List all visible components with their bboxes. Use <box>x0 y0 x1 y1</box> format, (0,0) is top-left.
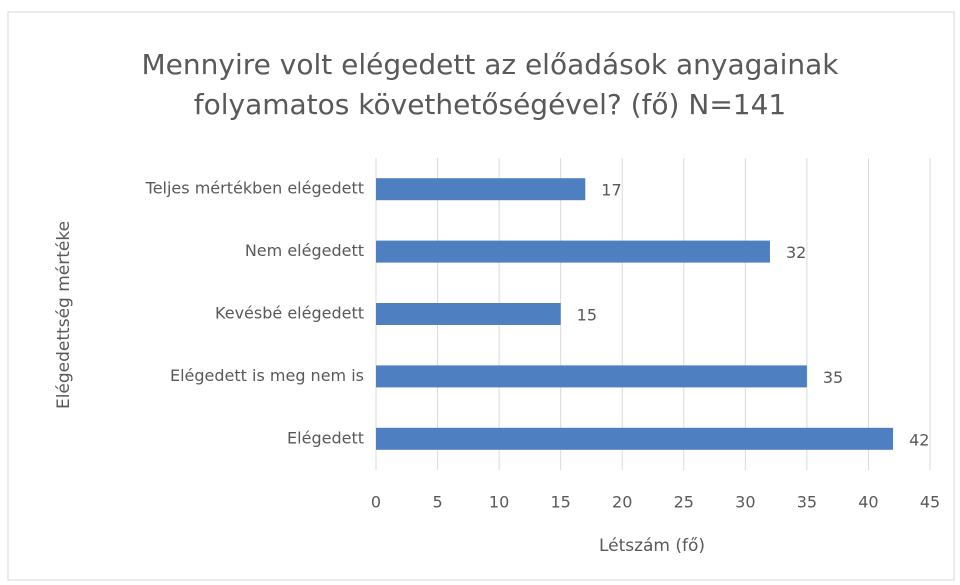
chart-border <box>7 11 955 581</box>
x-tick-label: 30 <box>735 493 755 512</box>
bar <box>376 365 807 388</box>
bar <box>376 427 894 450</box>
data-label: 35 <box>823 368 843 387</box>
chart-title: Mennyire volt elégedett az előadások any… <box>142 48 840 81</box>
chart-title: folyamatos követhetőségével? (fő) N=141 <box>194 88 786 121</box>
y-tick-label: Teljes mértékben elégedett <box>145 179 364 198</box>
x-tick-label: 10 <box>489 493 509 512</box>
x-tick-label: 40 <box>858 493 878 512</box>
data-label: 17 <box>601 181 621 200</box>
x-tick-label: 20 <box>612 493 632 512</box>
data-label: 32 <box>786 243 806 262</box>
x-tick-label: 25 <box>674 493 694 512</box>
x-tick-label: 35 <box>797 493 817 512</box>
y-tick-label: Kevésbé elégedett <box>215 304 364 323</box>
data-label: 15 <box>577 306 597 325</box>
bar <box>376 240 770 263</box>
y-tick-label: Elégedett is meg nem is <box>170 366 364 385</box>
bar <box>376 303 561 325</box>
data-label: 42 <box>909 430 929 449</box>
y-axis-title: Elégedettség mértéke <box>54 221 74 409</box>
x-axis-title: Létszám (fő) <box>599 536 705 556</box>
x-tick-label: 5 <box>432 493 442 512</box>
x-tick-label: 15 <box>550 493 570 512</box>
x-tick-label: 0 <box>371 493 381 512</box>
x-tick-label: 45 <box>920 493 940 512</box>
y-tick-label: Nem elégedett <box>245 241 364 260</box>
bar <box>376 178 586 201</box>
y-tick-label: Elégedett <box>287 428 364 447</box>
